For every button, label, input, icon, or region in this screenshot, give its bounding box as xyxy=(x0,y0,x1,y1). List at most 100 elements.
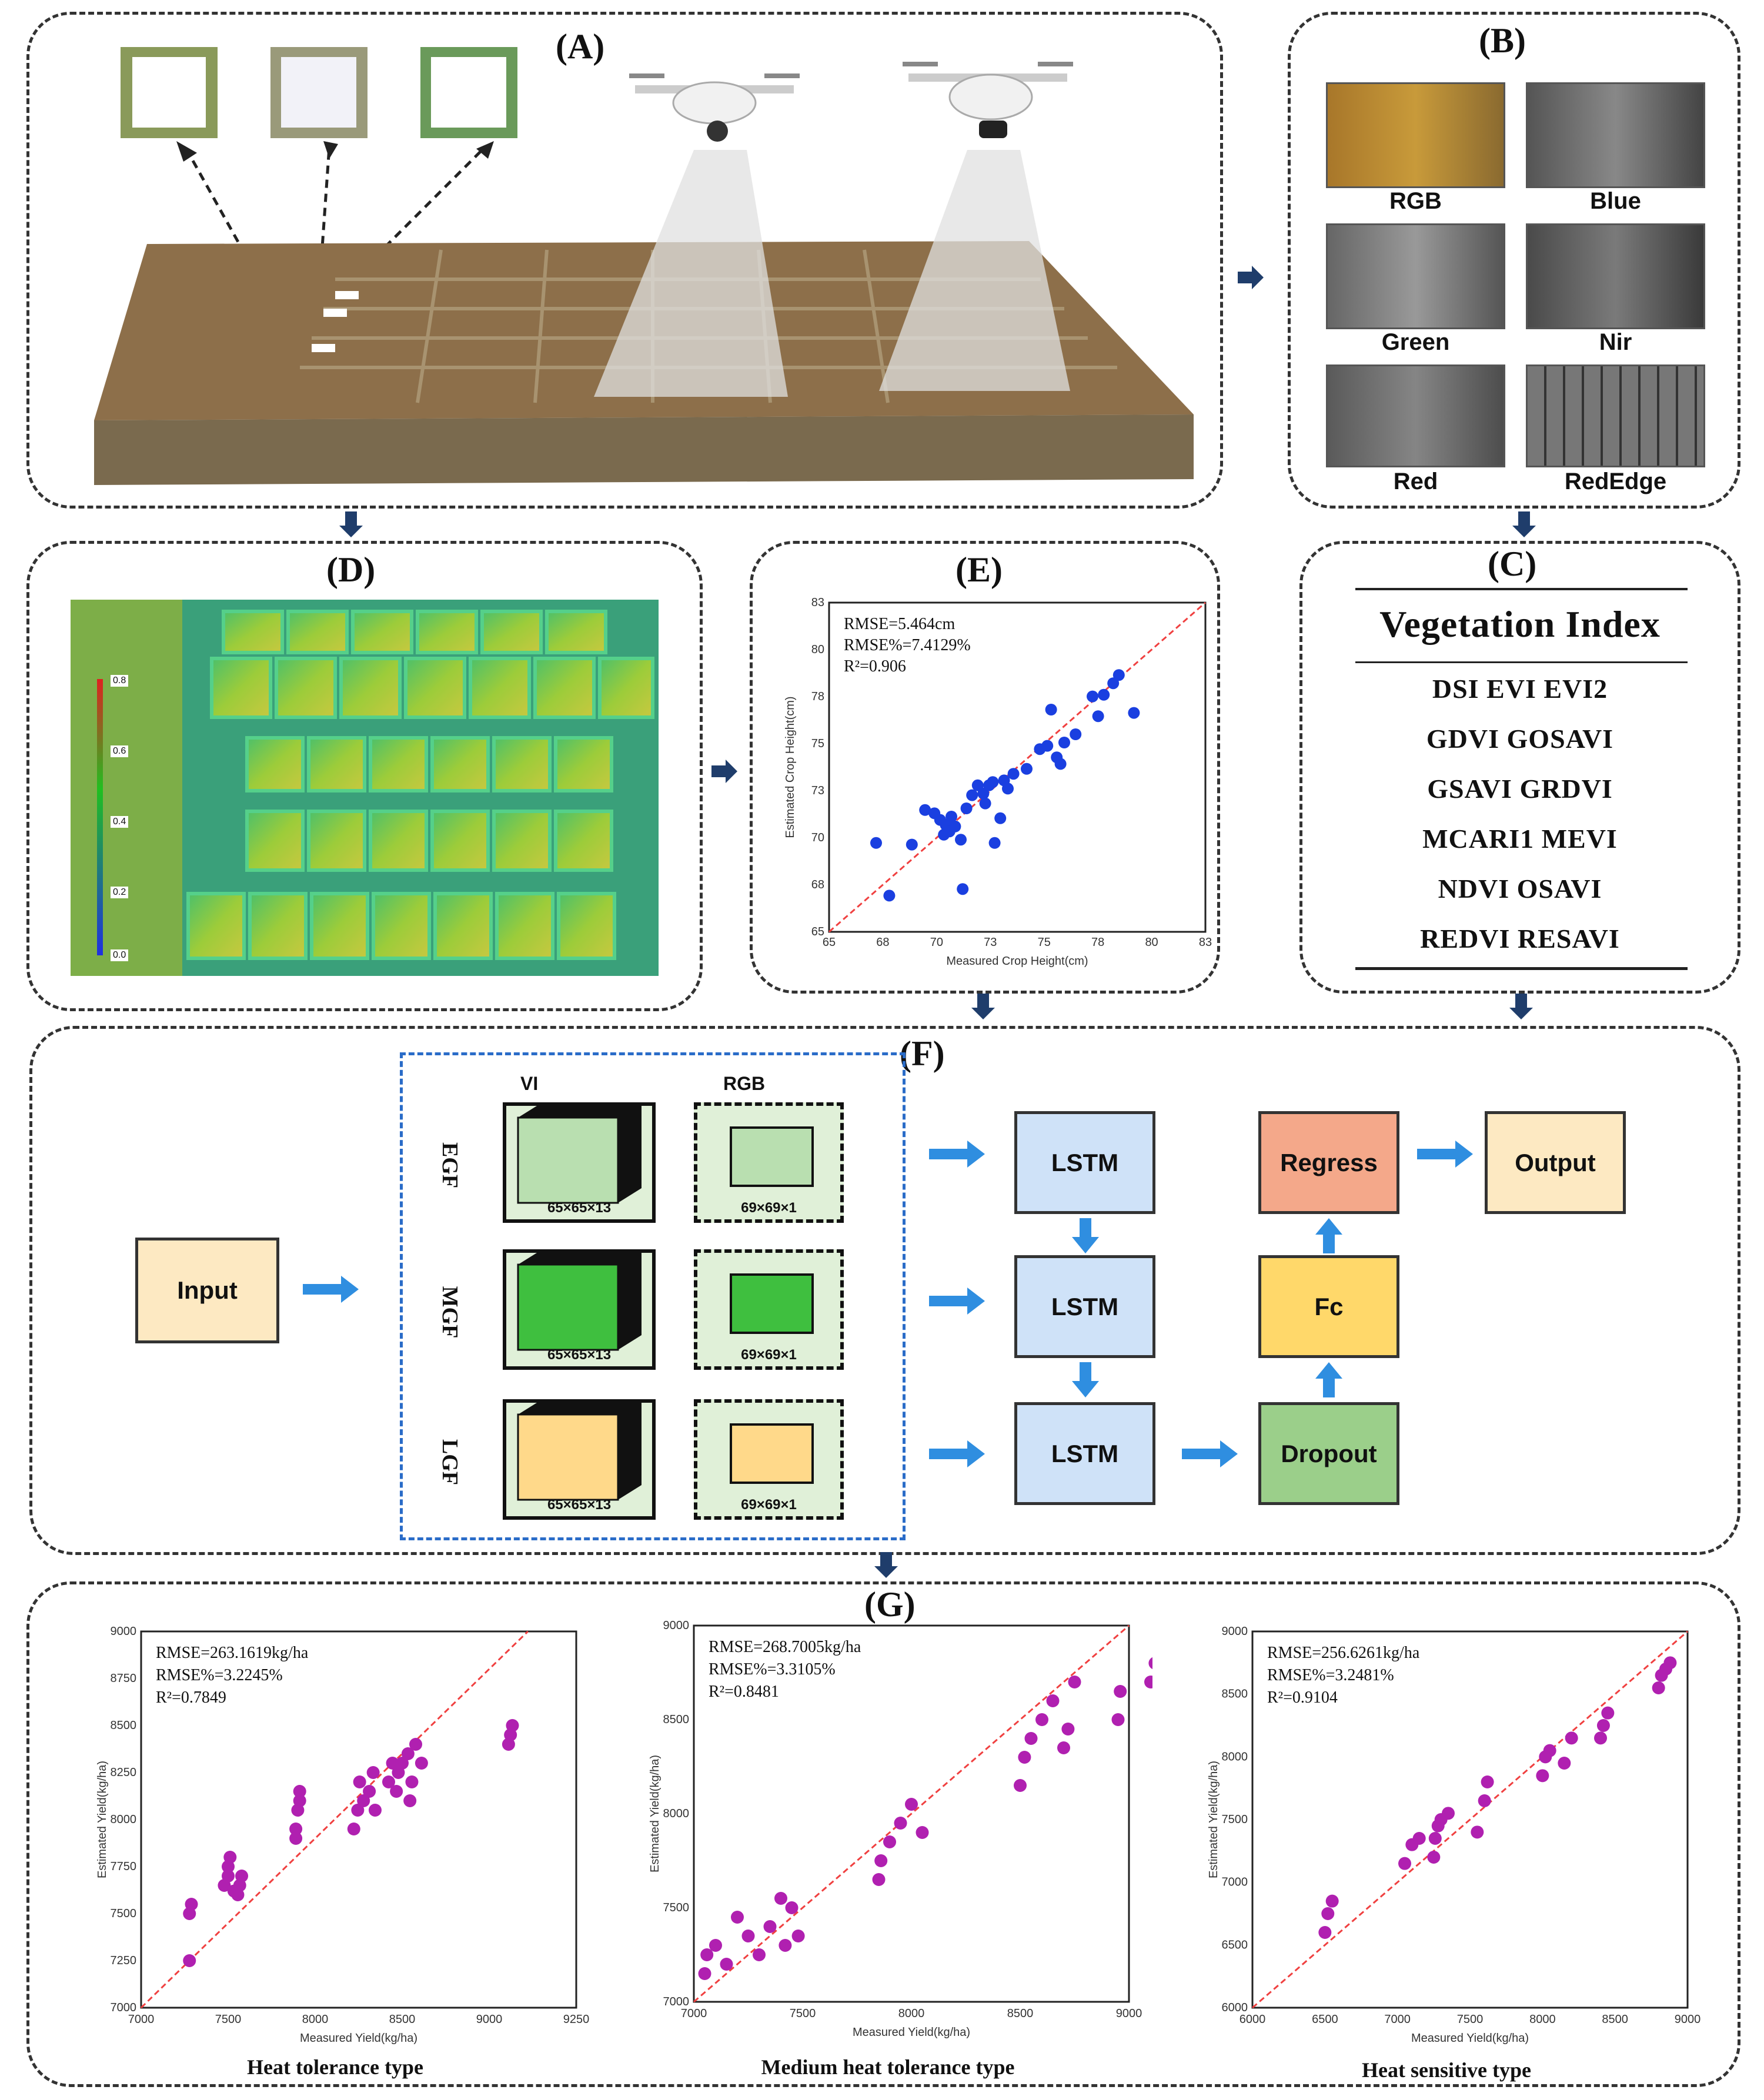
data-point xyxy=(883,890,896,902)
data-point xyxy=(1558,1757,1571,1770)
vi-row: DSI EVI EVI2 xyxy=(1432,674,1608,704)
y-tick-label: 8000 xyxy=(663,1807,690,1820)
arrow-b-to-c xyxy=(1512,511,1536,537)
y-tick-label: 7250 xyxy=(111,1954,137,1967)
data-point xyxy=(874,1854,888,1867)
data-point xyxy=(1144,1676,1152,1688)
x-tick-label: 6000 xyxy=(1240,2013,1266,2026)
data-point xyxy=(1112,669,1125,681)
data-point xyxy=(401,1747,415,1760)
arrow-mgf-to-lstm xyxy=(929,1288,985,1315)
arrow-e-to-f xyxy=(971,994,995,1019)
data-point xyxy=(289,1823,303,1835)
data-point xyxy=(1481,1775,1494,1788)
data-point xyxy=(222,1870,235,1882)
data-point xyxy=(919,804,931,816)
arrow-egf-to-lstm xyxy=(929,1141,985,1168)
y-tick-label: 7000 xyxy=(111,2001,137,2014)
drone-2-icon xyxy=(903,62,1073,138)
one-to-one-line xyxy=(1252,1630,1688,2009)
data-point xyxy=(1107,677,1120,690)
data-point xyxy=(779,1939,792,1952)
field-front xyxy=(94,414,1194,485)
arrow-regress-to-output xyxy=(1417,1141,1473,1168)
data-point xyxy=(870,837,882,849)
panel-e: (E) 65 68 70 73 75 78 80 83 65 68 70 73 75 78 80 83 Meas… xyxy=(750,541,1220,994)
data-point xyxy=(386,1757,399,1770)
rgb-patch-face xyxy=(730,1126,814,1187)
x-tick-label: 7000 xyxy=(128,2013,155,2026)
vi-dim-label: 65×65×13 xyxy=(547,1200,612,1216)
x-tick-label: 7500 xyxy=(215,2013,242,2026)
data-point xyxy=(1471,1825,1484,1839)
rgb-patch-face xyxy=(730,1273,814,1334)
x-tick-label: 75 xyxy=(1038,936,1051,949)
data-point xyxy=(351,1804,365,1817)
data-point xyxy=(1035,1713,1048,1726)
y-tick-label: 8500 xyxy=(111,1719,137,1732)
data-point xyxy=(1041,740,1054,752)
drone-1-icon xyxy=(629,73,800,142)
one-to-one-line xyxy=(828,601,1206,933)
crop-height-map xyxy=(71,600,659,976)
data-point xyxy=(1045,704,1057,715)
data-point xyxy=(235,1870,249,1882)
y-tick-label: 7000 xyxy=(663,1995,690,2008)
data-point xyxy=(698,1967,711,1980)
arrow-d-to-e xyxy=(711,760,737,783)
calibration-panel-1 xyxy=(121,47,218,138)
row-label-mgf: MGF xyxy=(437,1286,462,1339)
rgb-patch-egf: 69×69×1 xyxy=(694,1102,844,1223)
arrow-lstm-to-dropout xyxy=(1182,1440,1238,1467)
vi-row: NDVI OSAVI xyxy=(1438,874,1602,904)
data-point xyxy=(1046,1694,1060,1707)
data-point xyxy=(1543,1744,1556,1757)
data-point xyxy=(1663,1656,1677,1670)
chart-g3: 6000 6500 7000 7500 8000 8500 9000 6000 6500 7000… xyxy=(1207,1625,1700,2045)
vi-row: REDVI RESAVI xyxy=(1420,924,1620,954)
data-point xyxy=(1111,1713,1125,1726)
vi-row: MCARI1 MEVI xyxy=(1422,824,1618,854)
data-point xyxy=(957,883,969,895)
data-point xyxy=(1018,1751,1031,1764)
data-point xyxy=(960,802,973,814)
y-tick-label: 9000 xyxy=(111,1625,137,1638)
vi-dim-label: 65×65×13 xyxy=(547,1347,612,1363)
calibration-panel-3 xyxy=(420,47,517,138)
arrow-dropout-to-fc xyxy=(1315,1362,1342,1397)
y-tick-label: 75 xyxy=(811,737,824,750)
x-tick-label: 7000 xyxy=(681,2007,707,2020)
panel-a-label: (A) xyxy=(556,27,605,66)
data-point xyxy=(966,789,978,801)
x-tick-label: 7500 xyxy=(1457,2013,1484,2026)
data-point xyxy=(785,1901,799,1914)
data-point xyxy=(763,1920,777,1933)
x-tick-label: 7000 xyxy=(1384,2013,1411,2026)
y-tick-label: 80 xyxy=(811,643,824,656)
band-image-red xyxy=(1326,365,1505,467)
height-scale-tick: 0.0 xyxy=(111,949,129,961)
x-axis-label: Measured Crop Height(cm) xyxy=(946,955,1088,968)
x-tick-label: 9000 xyxy=(476,2013,503,2026)
chart-title-g1: Heat tolerance type xyxy=(247,2055,423,2079)
chart-stat: RMSE%=3.3105% xyxy=(709,1660,836,1678)
y-tick-label: 68 xyxy=(811,878,824,891)
field-scene xyxy=(94,47,1194,485)
x-tick-label: 8000 xyxy=(1529,2013,1556,2026)
data-point xyxy=(1596,1719,1610,1732)
rgb-patch-lgf: 69×69×1 xyxy=(694,1399,844,1520)
height-plots xyxy=(186,610,654,960)
y-tick-label: 8750 xyxy=(111,1672,137,1685)
data-point xyxy=(1398,1857,1411,1870)
vi-cube-face xyxy=(517,1263,619,1351)
x-axis-label: Measured Yield(kg/ha) xyxy=(853,2026,970,2039)
data-point xyxy=(1427,1851,1441,1864)
data-point xyxy=(1428,1832,1442,1845)
data-point xyxy=(403,1794,417,1807)
height-scale-tick: 0.8 xyxy=(111,675,129,687)
data-point xyxy=(347,1823,360,1835)
panel-b: (B) RGB Blue Green Nir Red RedEdge xyxy=(1288,12,1740,509)
row-label-lgf: LGF xyxy=(437,1439,462,1486)
y-tick-label: 6500 xyxy=(1222,1938,1248,1951)
panel-g: (G) 7000 7500 8000 8500 9000 9250 7000 7250 7500… xyxy=(26,1581,1740,2087)
